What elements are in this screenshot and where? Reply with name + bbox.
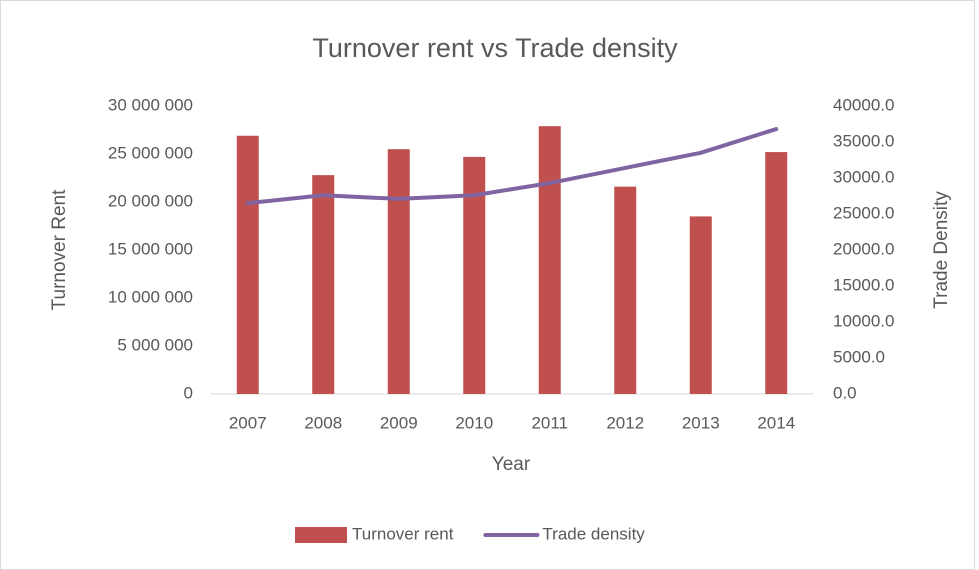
y-axis-label: Turnover Rent [49,189,70,310]
bar [312,175,335,394]
bar [689,216,712,394]
x-tick-label: 2007 [229,413,267,432]
chart-title: Turnover rent vs Trade density [312,33,678,63]
y2-tick-label: 35000.0 [833,131,894,150]
y2-tick-label: 5000.0 [833,347,885,366]
y-tick-label: 25 000 000 [108,143,193,162]
bar [614,186,637,394]
y-tick-label: 15 000 000 [108,239,193,258]
bar [387,149,410,394]
legend-swatch [295,527,347,543]
y-tick-label: 0 [184,383,193,402]
x-tick-label: 2013 [682,413,720,432]
x-tick-label: 2012 [606,413,644,432]
bar [538,126,561,394]
x-tick-label: 2014 [757,413,795,432]
bar [765,152,788,394]
y2-tick-label: 30000.0 [833,167,894,186]
y-tick-label: 30 000 000 [108,95,193,114]
legend-label: Trade density [542,524,645,543]
x-tick-label: 2008 [304,413,342,432]
y-tick-label: 5 000 000 [117,335,193,354]
y2-tick-label: 40000.0 [833,95,894,114]
y2-tick-label: 0.0 [833,383,857,402]
y2-tick-label: 25000.0 [833,203,894,222]
y-tick-label: 10 000 000 [108,287,193,306]
line [245,127,779,206]
y2-tick-label: 20000.0 [833,239,894,258]
x-tick-label: 2011 [531,413,568,432]
x-axis-label: Year [492,454,531,475]
legend-label: Turnover rent [352,524,454,543]
bar [463,156,486,394]
y-tick-label: 20 000 000 [108,191,193,210]
x-tick-label: 2010 [455,413,493,432]
bar [236,135,259,394]
y2-tick-label: 15000.0 [833,275,894,294]
y2-tick-label: 10000.0 [833,311,894,330]
x-tick-label: 2009 [380,413,418,432]
y2-axis-label: Trade Density [931,191,952,309]
